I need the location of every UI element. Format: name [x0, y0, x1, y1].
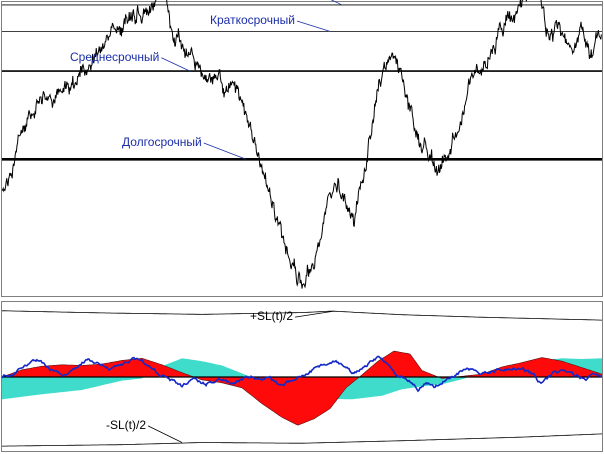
oscillator-line	[1, 355, 602, 393]
oscillator-panel: +SL(t)/2 -SL(t)/2	[1, 309, 603, 447]
level-leader-2	[330, 0, 343, 6]
envelope-label-1: -SL(t)/2	[106, 418, 146, 432]
level-leader-3	[296, 20, 331, 32]
price-panel-frame	[1, 1, 603, 297]
level-label-4: Среднесрочный	[70, 50, 159, 64]
level-leader-4	[161, 57, 191, 72]
envelope-upper-line	[2, 310, 602, 321]
envelope-lower-line	[2, 433, 603, 447]
envelope-leader-0	[294, 310, 335, 318]
price-panel: СреднесрочныйДолгосрочныйКраткосрочныйКр…	[1, 0, 602, 289]
price-series-line	[1, 0, 602, 289]
level-label-3: Краткосрочный	[210, 13, 295, 27]
envelope-leader-1	[147, 425, 183, 443]
level-leader-5	[203, 142, 247, 160]
envelope-label-0: +SL(t)/2	[250, 309, 293, 323]
level-label-5: Долгосрочный	[122, 135, 202, 149]
